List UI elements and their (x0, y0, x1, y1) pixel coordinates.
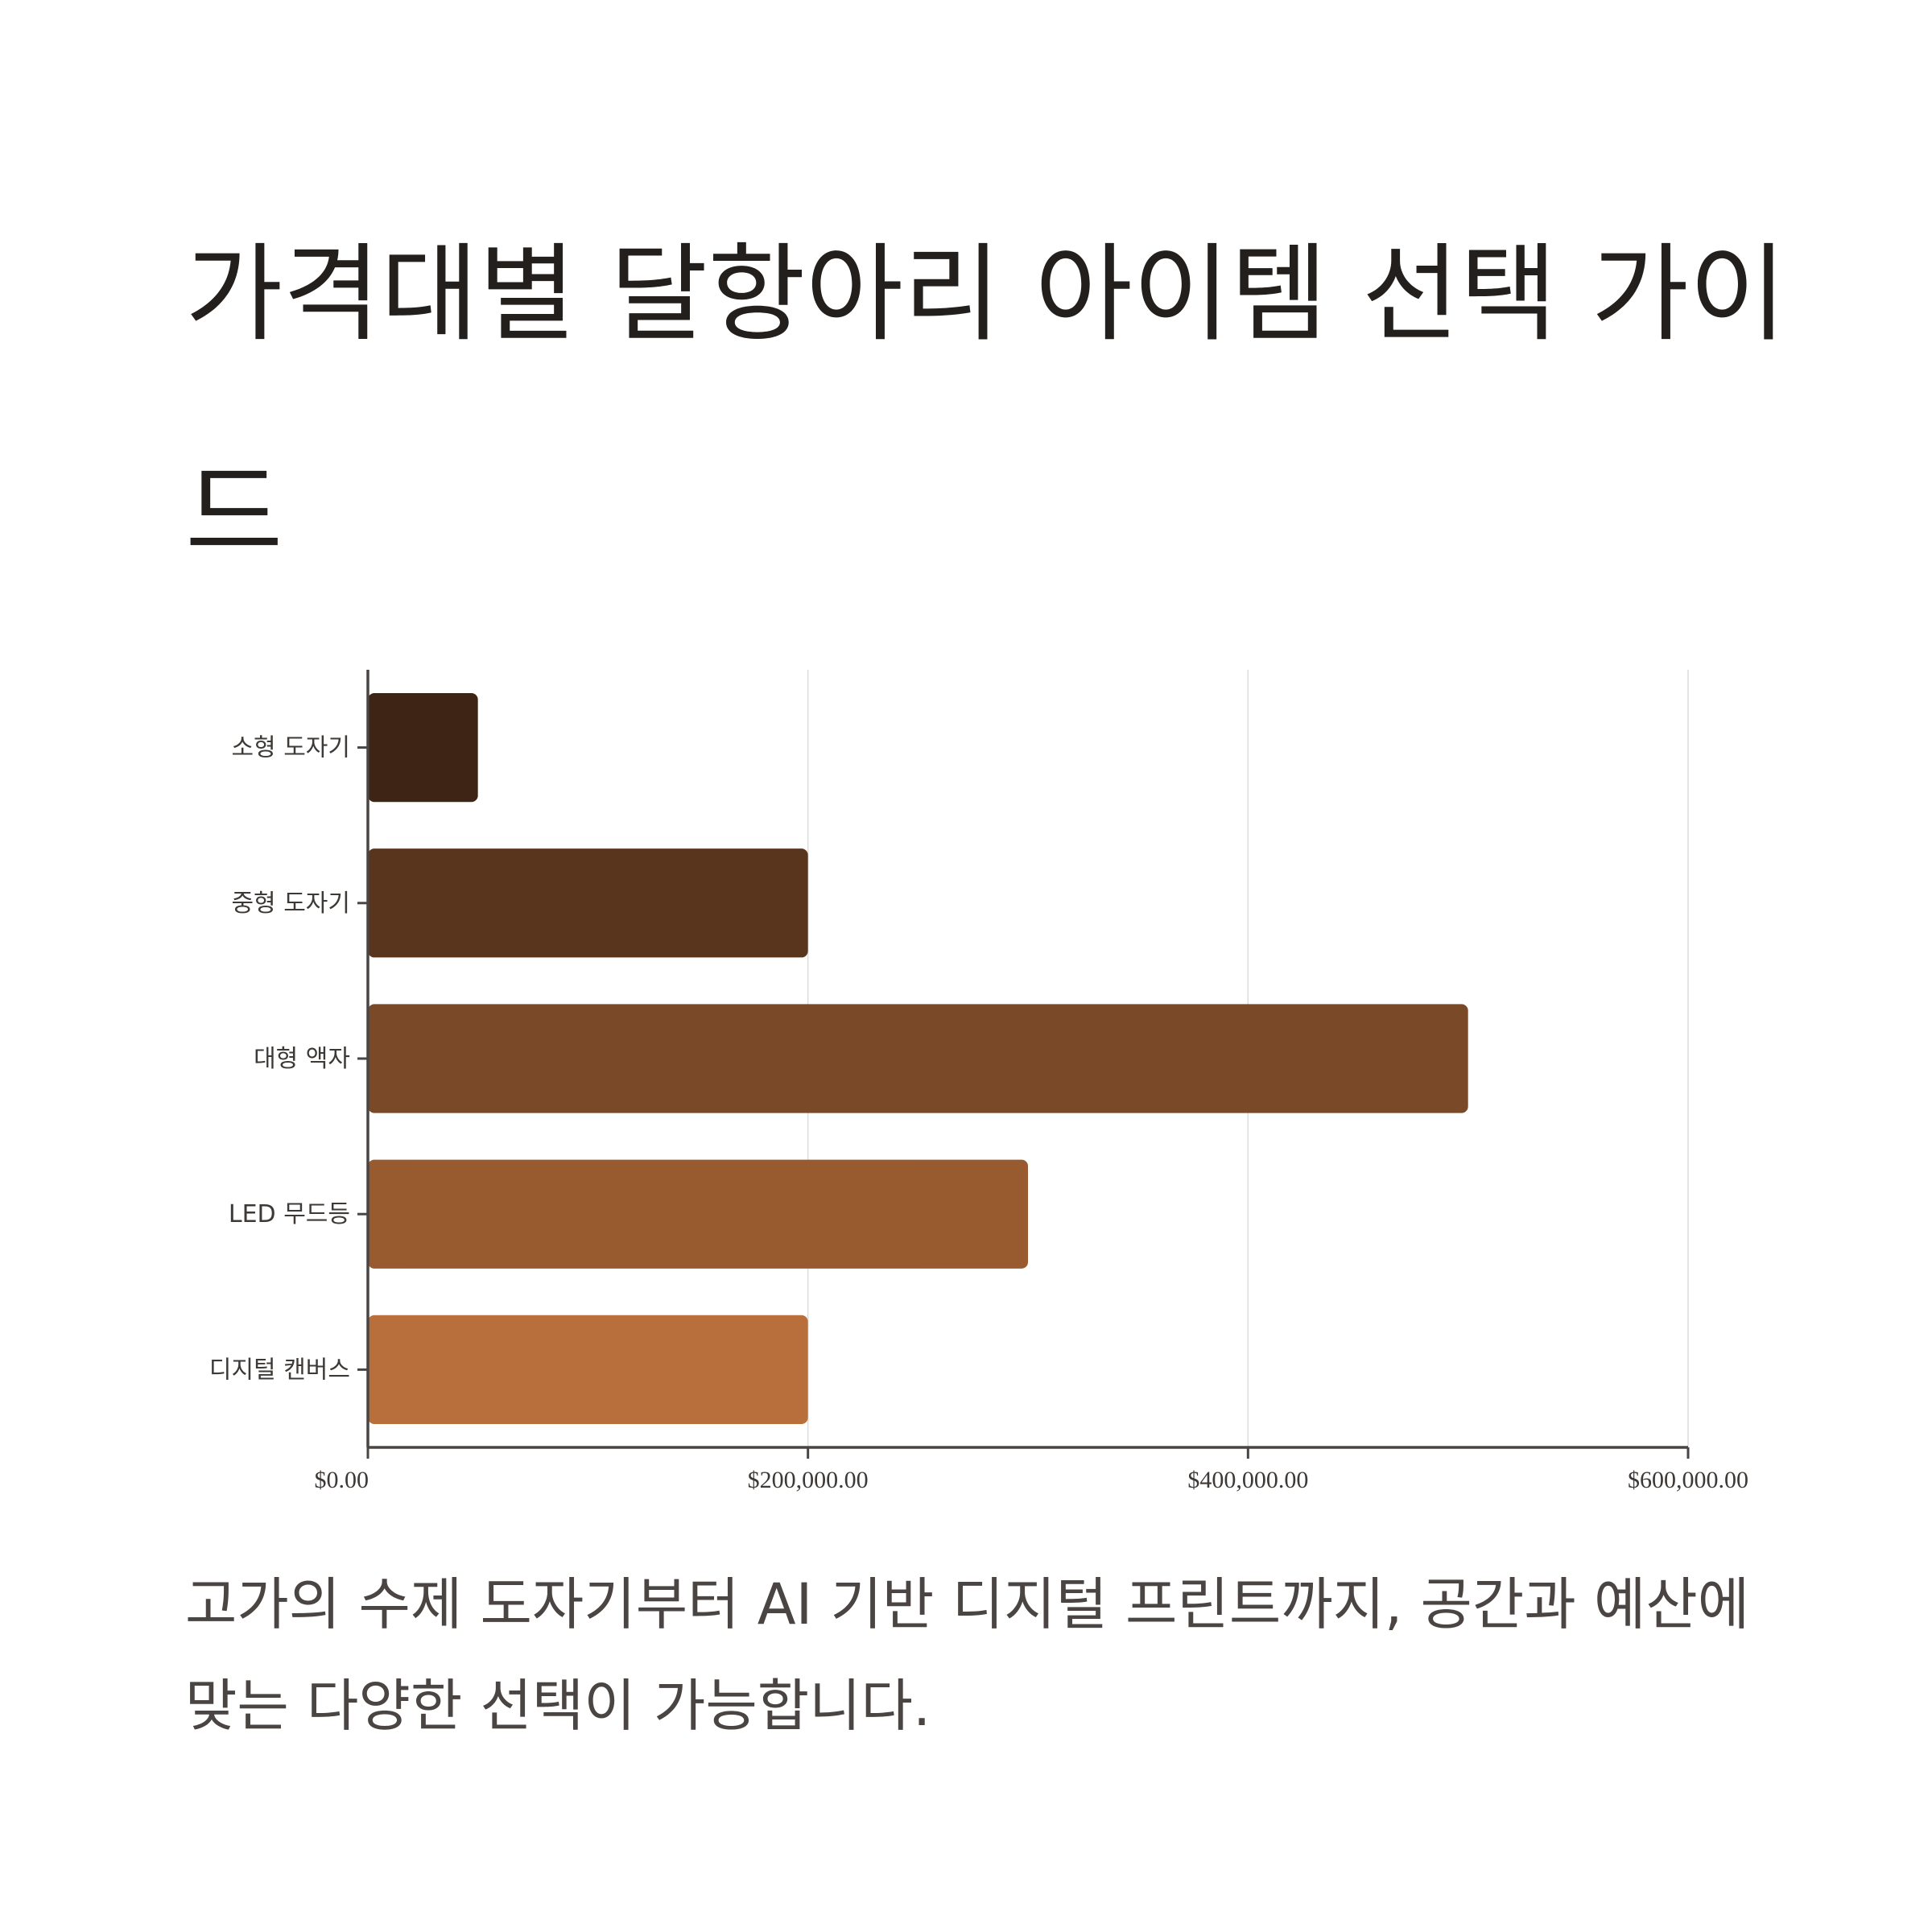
y-tick-label: LED 무드등 (229, 1200, 350, 1228)
x-tick-label: $600,000.00 (1628, 1467, 1748, 1493)
chart-caption: 고가의 수제 도자기부터 AI 기반 디지털 프린트까지, 공간과 예산에 맞는… (185, 1571, 1750, 1739)
x-tick-label: $0.00 (315, 1467, 369, 1493)
x-tick-label: $400,000.00 (1187, 1467, 1308, 1493)
bar (368, 692, 478, 803)
y-tick-label: 디지털 캔버스 (209, 1356, 350, 1384)
bars (368, 692, 1468, 1425)
y-tick-label: 소형 도자기 (231, 734, 350, 762)
y-tick-label: 중형 도자기 (231, 890, 350, 918)
bar (368, 1159, 1028, 1269)
x-tick-label: $200,000.00 (748, 1467, 869, 1493)
bar (368, 1004, 1468, 1113)
page-title: 가격대별 달항아리 아이템 선택 가이드 (185, 233, 1787, 576)
bar (368, 1315, 808, 1425)
y-tick-label: 대형 액자 (254, 1045, 350, 1073)
x-tick-labels: $0.00 $200,000.00 $400,000.00 $600,000.00 (315, 1467, 1749, 1493)
axes (357, 670, 1690, 1459)
bar (368, 848, 808, 958)
